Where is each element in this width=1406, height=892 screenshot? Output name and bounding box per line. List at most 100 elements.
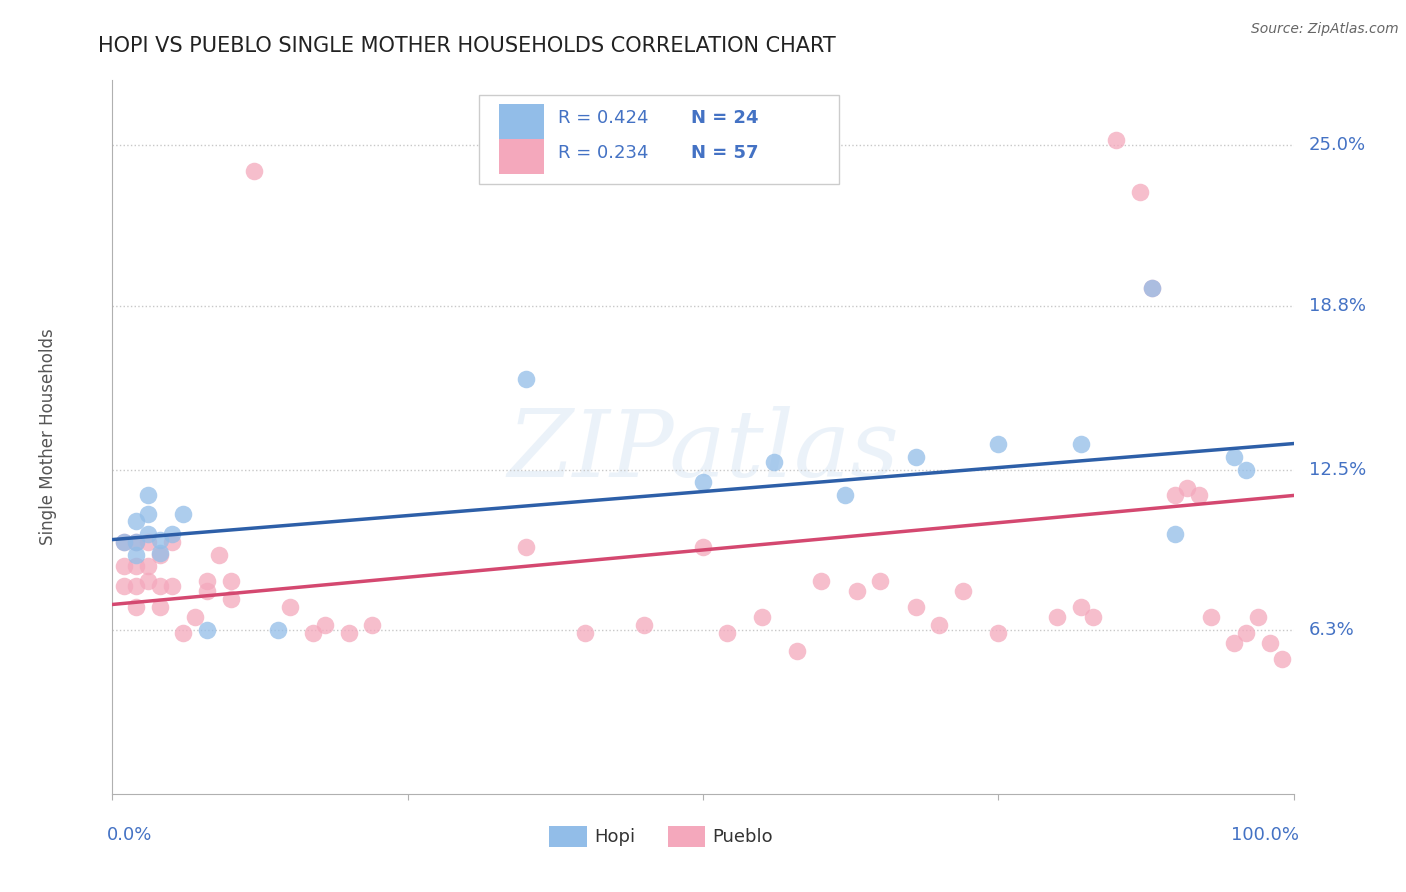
Point <box>125 579 148 593</box>
Point <box>160 527 183 541</box>
Point <box>149 545 172 559</box>
Text: Hopi: Hopi <box>595 828 636 846</box>
Point <box>267 624 290 638</box>
Text: Source: ZipAtlas.com: Source: ZipAtlas.com <box>1251 22 1399 37</box>
FancyBboxPatch shape <box>478 95 839 184</box>
Text: 18.8%: 18.8% <box>1309 297 1365 315</box>
Point <box>786 644 808 658</box>
Text: ZIPatlas: ZIPatlas <box>508 407 898 496</box>
Point <box>125 535 148 549</box>
Point <box>125 548 148 562</box>
Point <box>845 584 868 599</box>
Point <box>1271 652 1294 666</box>
Point <box>125 515 148 529</box>
Point <box>195 624 218 638</box>
Point <box>810 574 832 588</box>
Point <box>1070 600 1092 615</box>
Text: N = 24: N = 24 <box>692 109 759 127</box>
Text: 100.0%: 100.0% <box>1232 826 1299 844</box>
Point <box>208 548 231 562</box>
Point <box>869 574 891 588</box>
Point <box>219 592 242 607</box>
Bar <box>668 826 706 847</box>
Point <box>136 535 159 549</box>
Bar <box>550 826 588 847</box>
Point <box>834 488 856 502</box>
Point <box>515 541 537 555</box>
Text: N = 57: N = 57 <box>692 145 759 162</box>
Text: 6.3%: 6.3% <box>1309 622 1354 640</box>
Point <box>112 535 135 549</box>
Point <box>633 618 655 632</box>
Point <box>904 450 927 464</box>
Point <box>1140 281 1163 295</box>
Point <box>112 579 135 593</box>
Point <box>1234 626 1257 640</box>
Point <box>337 626 360 640</box>
Point <box>125 558 148 573</box>
Point <box>692 475 714 490</box>
Point <box>184 610 207 624</box>
Point <box>1234 462 1257 476</box>
Point <box>278 600 301 615</box>
Point <box>1140 281 1163 295</box>
Point <box>716 626 738 640</box>
Text: Single Mother Households: Single Mother Households <box>38 329 56 545</box>
Point <box>172 626 194 640</box>
Point <box>195 574 218 588</box>
Point <box>172 507 194 521</box>
Point <box>987 626 1010 640</box>
Point <box>692 541 714 555</box>
Point <box>160 579 183 593</box>
Point <box>302 626 325 640</box>
Text: HOPI VS PUEBLO SINGLE MOTHER HOUSEHOLDS CORRELATION CHART: HOPI VS PUEBLO SINGLE MOTHER HOUSEHOLDS … <box>98 36 837 55</box>
Point <box>515 372 537 386</box>
Point <box>136 574 159 588</box>
Point <box>112 535 135 549</box>
Point <box>314 618 336 632</box>
Point <box>136 507 159 521</box>
Point <box>762 455 785 469</box>
Text: 0.0%: 0.0% <box>107 826 152 844</box>
Text: Pueblo: Pueblo <box>713 828 773 846</box>
Point <box>125 600 148 615</box>
Point <box>1175 481 1198 495</box>
Point <box>1199 610 1222 624</box>
Point <box>1046 610 1069 624</box>
Point <box>1164 527 1187 541</box>
Point <box>149 579 172 593</box>
Text: 25.0%: 25.0% <box>1309 136 1367 154</box>
Point <box>574 626 596 640</box>
Point <box>219 574 242 588</box>
Point <box>1105 133 1128 147</box>
Point <box>1247 610 1270 624</box>
Bar <box>499 103 544 139</box>
Point <box>149 600 172 615</box>
Point <box>1081 610 1104 624</box>
Point <box>1129 185 1152 199</box>
Point <box>136 527 159 541</box>
Text: 12.5%: 12.5% <box>1309 460 1367 478</box>
Point <box>195 584 218 599</box>
Text: R = 0.424: R = 0.424 <box>558 109 648 127</box>
Point <box>243 164 266 178</box>
Point <box>149 533 172 547</box>
Point <box>952 584 974 599</box>
Point <box>1164 488 1187 502</box>
Point <box>1223 636 1246 650</box>
Text: R = 0.234: R = 0.234 <box>558 145 648 162</box>
Point <box>160 535 183 549</box>
Point <box>751 610 773 624</box>
Point <box>1070 436 1092 450</box>
Point <box>987 436 1010 450</box>
Bar <box>499 139 544 175</box>
Point <box>149 548 172 562</box>
Point <box>112 558 135 573</box>
Point <box>928 618 950 632</box>
Point <box>361 618 384 632</box>
Point <box>136 488 159 502</box>
Point <box>904 600 927 615</box>
Point <box>1258 636 1281 650</box>
Point <box>1188 488 1211 502</box>
Point <box>1223 450 1246 464</box>
